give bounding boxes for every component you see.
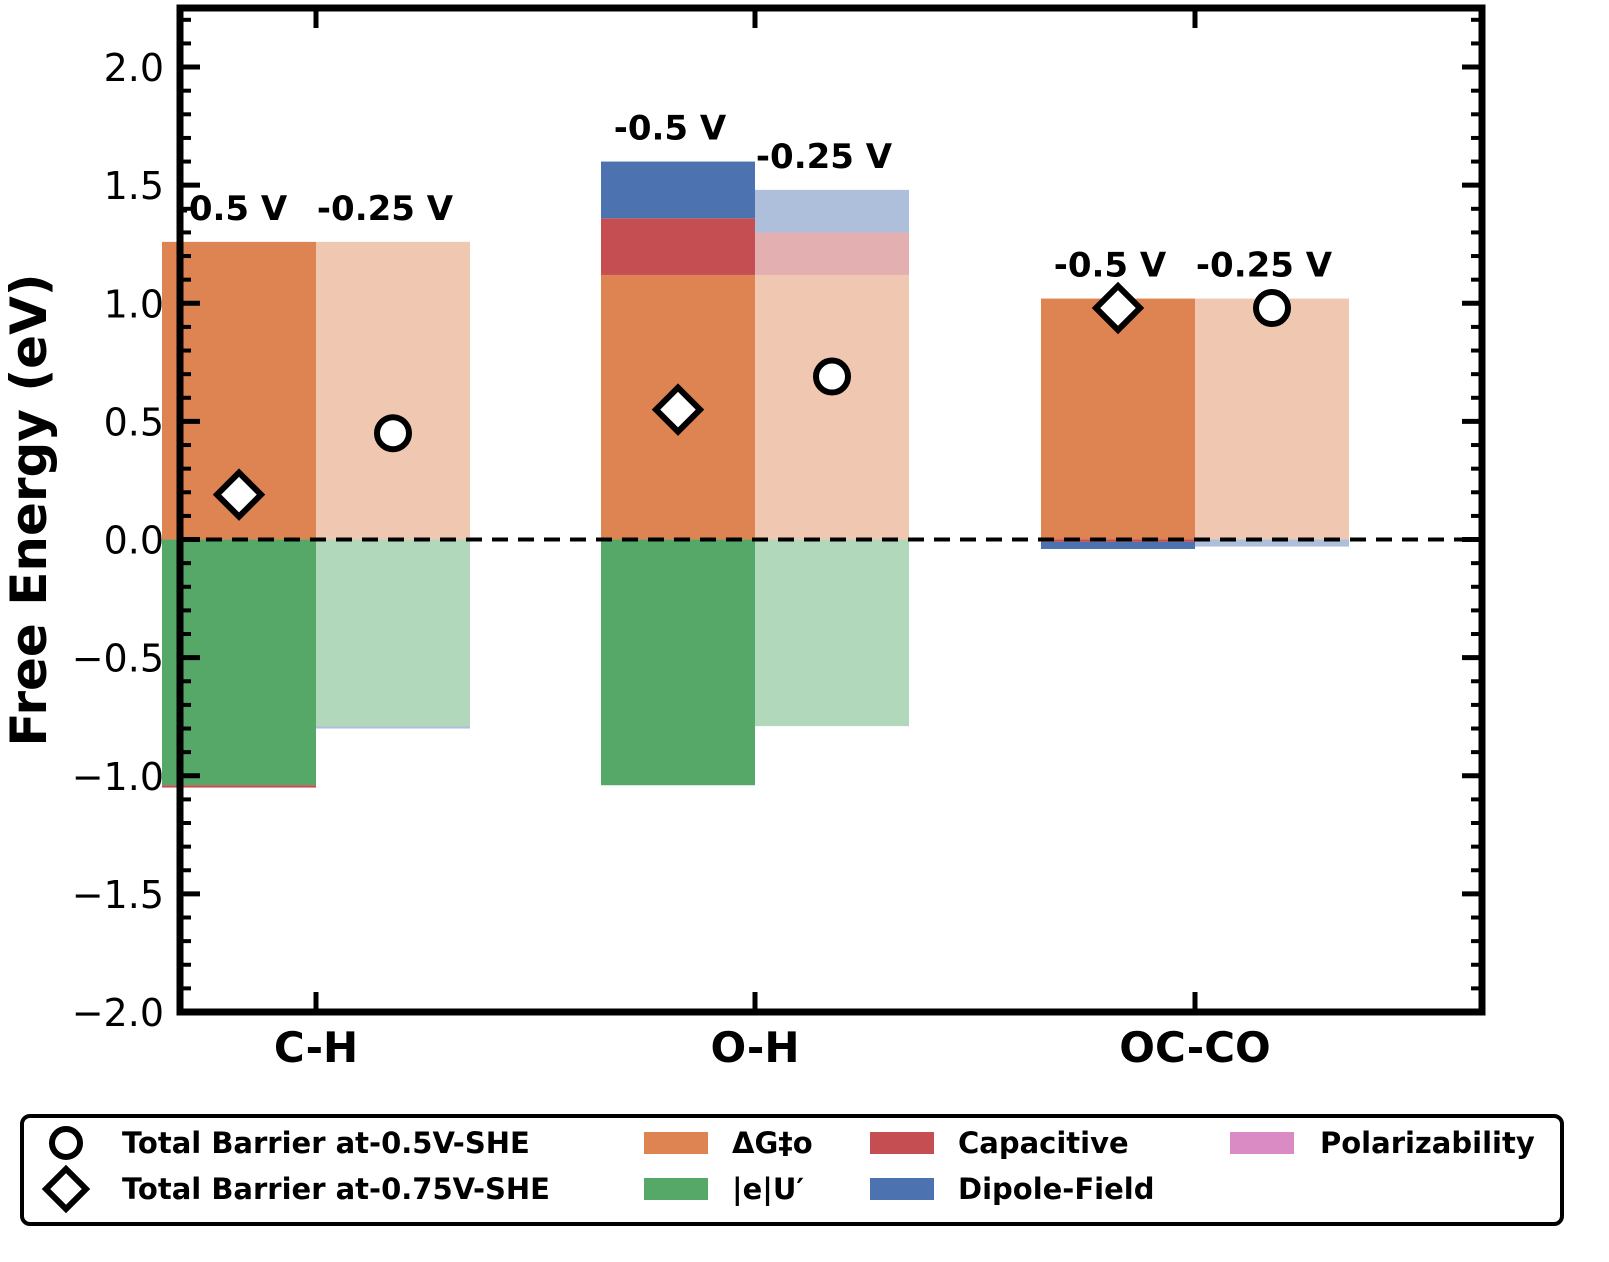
legend-label: Total Barrier at-0.5V-SHE — [122, 1126, 530, 1160]
legend-swatch-dG — [644, 1132, 708, 1154]
y-tick-label: 0.0 — [104, 519, 164, 563]
y-tick-label: −1.5 — [72, 873, 164, 917]
bar-dG-c-h-neg0p25v — [316, 241, 470, 540]
bars-layer — [162, 161, 1349, 788]
legend-label: Total Barrier at-0.75V-SHE — [122, 1172, 550, 1206]
legend-label: |e|U′ — [732, 1172, 804, 1206]
bar-voltage-label: -0.25 V — [317, 189, 454, 229]
bar-voltage-label: -0.25 V — [756, 137, 893, 177]
bar-capacitive-o-h-neg0p5v — [601, 218, 755, 275]
bar-capacitive-o-h-neg0p25v — [755, 232, 909, 275]
x-tick-label: OC-CO — [1119, 1023, 1270, 1072]
bar-voltage-label: -0.5 V — [614, 109, 727, 149]
plot-frame — [176, 4, 1486, 1016]
labels-layer: −2.0 −1.5 −1.0 −0.5 0.0 0.5 1.0 1.5 2.0 C-H O-H OC-… — [72, 46, 1333, 1072]
legend-diamond-marker — [41, 1164, 91, 1214]
bar-dipole-o-h-neg0p25v — [755, 189, 909, 233]
bar-dipole-oc-co-neg0p5v — [1041, 541, 1195, 549]
y-axis-label: Free Energy (eV) — [0, 273, 58, 746]
bar-eU-o-h-neg0p5v — [601, 539, 755, 786]
bar-dipole-c-h-neg0p25v — [316, 726, 470, 729]
y-tick-label: 2.0 — [104, 46, 164, 90]
marker-diamond-oc-co — [1091, 281, 1145, 335]
bar-eU-c-h-neg0p25v — [316, 539, 470, 727]
bar-eU-o-h-neg0p25v — [755, 539, 909, 727]
legend: Total Barrier at-0.5V-SHE Total Barrier a… — [20, 1114, 1564, 1226]
bar-voltage-label: -0.25 V — [1196, 246, 1333, 286]
y-tick-label: 1.5 — [104, 164, 164, 208]
marker-diamond-c-h — [212, 468, 266, 521]
bar-dipole-oc-co-neg0p25v — [1195, 539, 1349, 547]
y-tick-label: 0.5 — [104, 400, 164, 444]
legend-swatch-dipole — [870, 1178, 934, 1200]
y-tick-label: −1.0 — [72, 755, 164, 799]
legend-swatch-polarizability — [1230, 1132, 1294, 1154]
legend-label: ΔG‡o — [732, 1126, 813, 1160]
x-tick-label: C-H — [274, 1023, 358, 1072]
bar-dipole-o-h-neg0p5v — [601, 161, 755, 219]
legend-box — [20, 1114, 1564, 1226]
marker-circle-o-h — [813, 357, 851, 396]
marker-circle-oc-co — [1253, 289, 1291, 328]
marker-circle-c-h — [374, 414, 412, 453]
bar-voltage-label: -0.5 V — [175, 189, 288, 229]
bar-dG-oc-co-neg0p25v — [1195, 298, 1349, 540]
legend-label: Capacitive — [958, 1126, 1129, 1160]
bar-eU-c-h-neg0p5v — [162, 539, 316, 786]
legend-swatch-eU — [644, 1178, 708, 1200]
bar-capacitive-c-h-neg0p5v — [162, 785, 316, 788]
markers-layer — [212, 281, 1291, 521]
x-tick-label: O-H — [710, 1023, 799, 1072]
bar-dG-oc-co-neg0p5v — [1041, 298, 1195, 540]
y-tick-label: −0.5 — [72, 637, 164, 681]
y-tick-label: −2.0 — [72, 991, 164, 1035]
y-tick-label: 1.0 — [104, 282, 164, 326]
legend-label: Polarizability — [1320, 1126, 1535, 1160]
marker-diamond-o-h — [651, 383, 705, 436]
legend-circle-marker — [49, 1126, 83, 1160]
legend-swatch-capacitive — [870, 1132, 934, 1154]
bar-dG-o-h-neg0p25v — [755, 274, 909, 540]
legend-label: Dipole-Field — [958, 1172, 1154, 1206]
bar-voltage-label: -0.5 V — [1054, 246, 1167, 286]
